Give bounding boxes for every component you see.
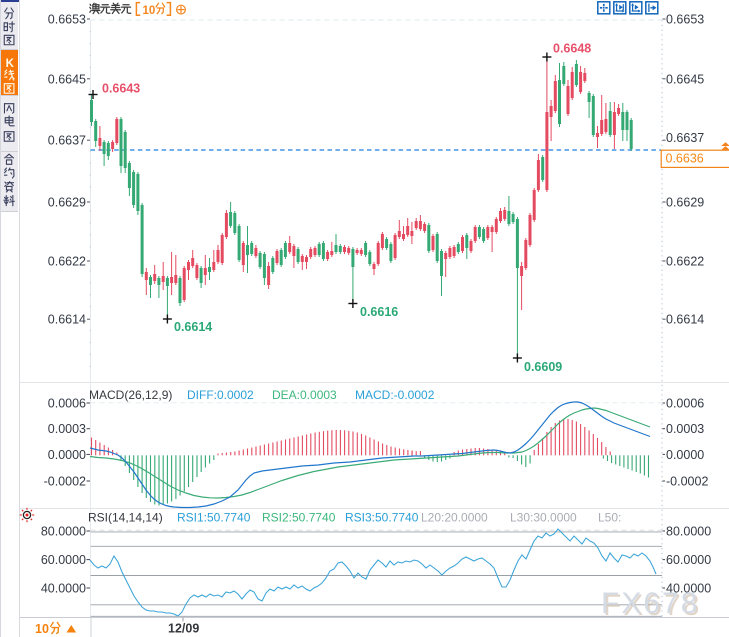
svg-text:0.6637: 0.6637 (48, 134, 86, 148)
svg-text:80.0000: 80.0000 (666, 525, 711, 539)
svg-text:0.6622: 0.6622 (666, 255, 704, 269)
svg-text:0.6643: 0.6643 (102, 82, 140, 96)
svg-text:60.0000: 60.0000 (41, 553, 86, 567)
svg-text:0.6645: 0.6645 (666, 72, 704, 86)
svg-text:0.6622: 0.6622 (48, 255, 86, 269)
svg-text:12/09: 12/09 (168, 622, 199, 636)
svg-text:40.0000: 40.0000 (41, 582, 86, 596)
svg-text:K: K (6, 58, 15, 70)
svg-text:0.6614: 0.6614 (666, 313, 704, 327)
svg-text:0.6616: 0.6616 (360, 305, 398, 319)
svg-text:L20:20.0000: L20:20.0000 (421, 511, 488, 525)
svg-text:-0.0002: -0.0002 (44, 475, 86, 489)
svg-text:0.6653: 0.6653 (48, 13, 86, 27)
svg-text:-0.0002: -0.0002 (666, 475, 708, 489)
svg-text:10: 10 (35, 622, 49, 636)
svg-text:0.6645: 0.6645 (48, 72, 86, 86)
svg-text:RSI2:50.7740: RSI2:50.7740 (262, 511, 336, 525)
svg-text:FX678: FX678 (603, 589, 701, 622)
svg-text:0.0003: 0.0003 (48, 422, 86, 436)
svg-text:80.0000: 80.0000 (41, 525, 86, 539)
svg-text:0.0003: 0.0003 (666, 422, 704, 436)
svg-text:MACD(26,12,9): MACD(26,12,9) (89, 388, 172, 402)
svg-text:0.0006: 0.0006 (48, 397, 86, 411)
svg-text:0.6636: 0.6636 (666, 151, 704, 165)
svg-text:DIFF:0.0002: DIFF:0.0002 (187, 388, 254, 402)
svg-text:MACD:-0.0002: MACD:-0.0002 (355, 388, 435, 402)
svg-text:RSI1:50.7740: RSI1:50.7740 (177, 511, 251, 525)
svg-text:0.6614: 0.6614 (48, 313, 86, 327)
svg-text:0.6609: 0.6609 (524, 360, 562, 374)
svg-text:0.6653: 0.6653 (666, 13, 704, 27)
svg-text:0.0000: 0.0000 (48, 448, 86, 462)
svg-text:40.0000: 40.0000 (666, 582, 711, 596)
svg-text:0.6648: 0.6648 (553, 42, 591, 56)
svg-text:60.0000: 60.0000 (666, 553, 711, 567)
svg-text:0.6629: 0.6629 (48, 196, 86, 210)
svg-text:0.0000: 0.0000 (666, 448, 704, 462)
svg-text:L30:30.0000: L30:30.0000 (510, 511, 577, 525)
svg-text:0.6629: 0.6629 (666, 196, 704, 210)
svg-text:0.6614: 0.6614 (174, 320, 212, 334)
svg-text:0.6637: 0.6637 (666, 131, 704, 145)
svg-text:RSI3:50.7740: RSI3:50.7740 (345, 511, 419, 525)
svg-text:L50:: L50: (598, 511, 621, 525)
svg-text:FX678: FX678 (601, 587, 699, 620)
svg-text:RSI(14,14,14): RSI(14,14,14) (88, 511, 163, 525)
svg-text:DEA:0.0003: DEA:0.0003 (272, 388, 337, 402)
svg-text:0.0006: 0.0006 (666, 397, 704, 411)
svg-text:10: 10 (143, 5, 156, 17)
